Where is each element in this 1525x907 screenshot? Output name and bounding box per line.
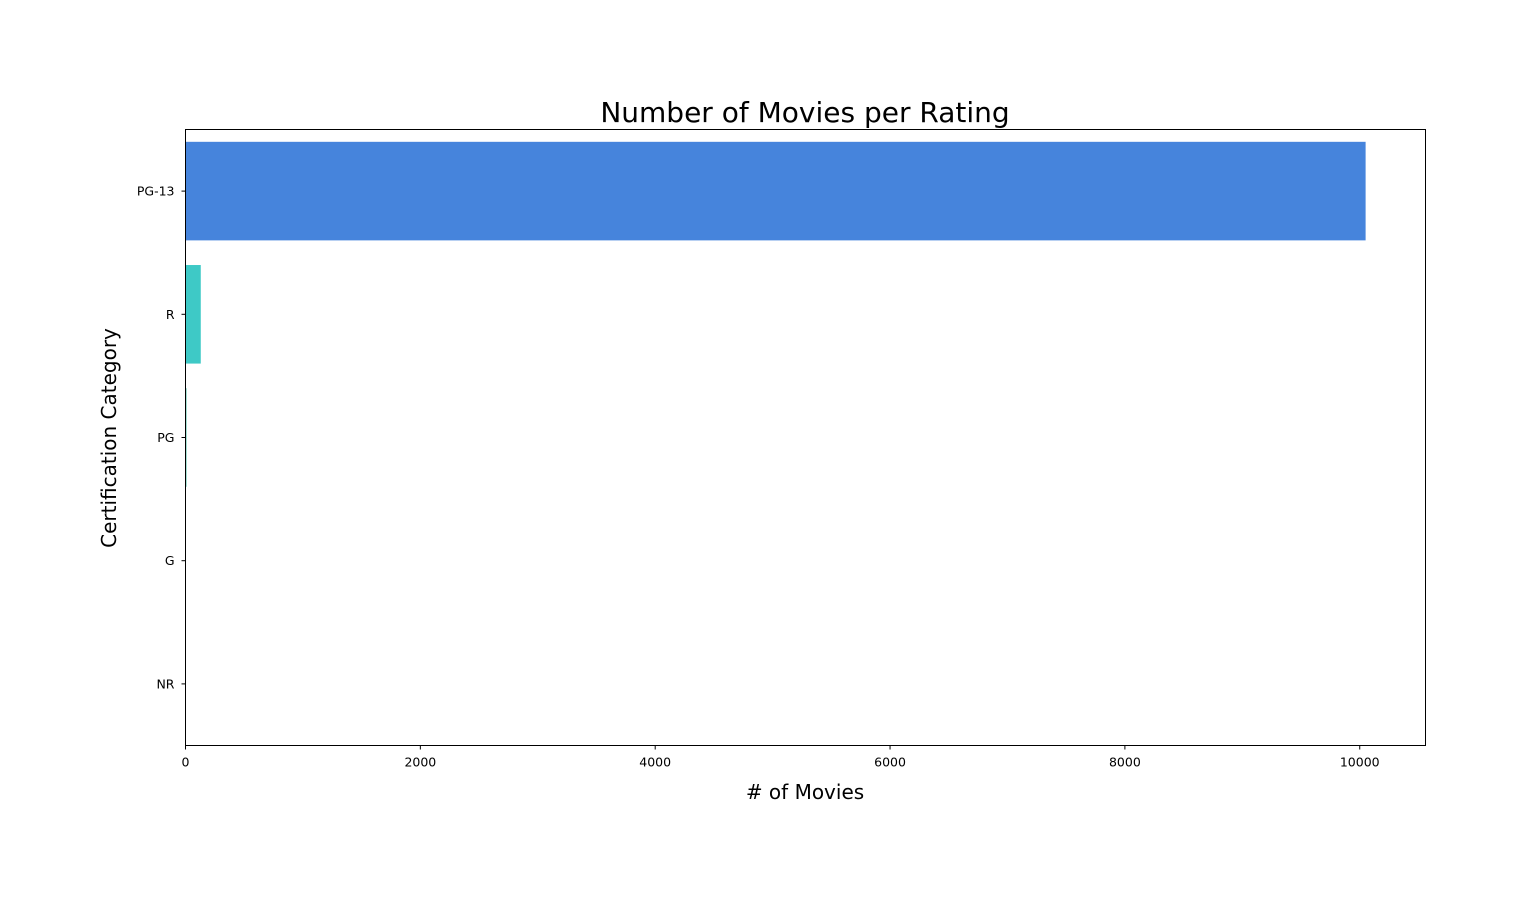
y-tick-label: PG bbox=[157, 430, 174, 445]
y-axis-ticks: PG-13 R PG G NR bbox=[137, 184, 186, 692]
bars-group bbox=[186, 142, 1366, 733]
y-axis-label: Certification Category bbox=[97, 328, 121, 548]
x-tick-label: 10000 bbox=[1340, 755, 1380, 770]
y-tick-label: NR bbox=[156, 676, 174, 691]
x-tick-label: 6000 bbox=[874, 755, 906, 770]
chart-title: Number of Movies per Rating bbox=[600, 96, 1009, 129]
y-tick-label: PG-13 bbox=[137, 184, 175, 199]
y-tick-label: G bbox=[165, 553, 175, 568]
x-tick-label: 0 bbox=[182, 755, 190, 770]
x-axis-label: # of Movies bbox=[746, 780, 864, 804]
bar-pg-13 bbox=[186, 142, 1366, 241]
x-tick-label: 4000 bbox=[639, 755, 671, 770]
y-tick-label: R bbox=[166, 307, 175, 322]
x-tick-label: 2000 bbox=[404, 755, 436, 770]
bar-r bbox=[186, 265, 201, 364]
x-axis-ticks: 0 2000 4000 6000 8000 10000 bbox=[182, 746, 1380, 770]
x-tick-label: 8000 bbox=[1109, 755, 1141, 770]
